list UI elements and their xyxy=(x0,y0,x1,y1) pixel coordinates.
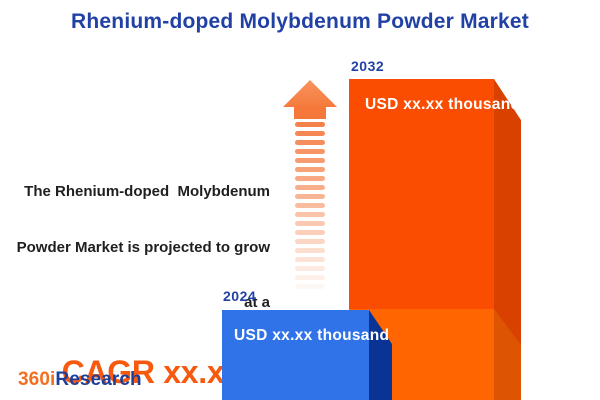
arrow-head xyxy=(283,80,337,107)
description-line-1: The Rhenium-doped Molybdenum xyxy=(24,183,270,200)
year-label-2024: 2024 xyxy=(223,288,257,304)
year-label-2032: 2032 xyxy=(351,58,385,74)
bar-2024-value-label: USD xx.xx thousand xyxy=(234,327,390,344)
bar-2024 xyxy=(222,310,369,400)
bar-2032-value-label: USD xx.xx thousand xyxy=(365,96,521,113)
logo-research: Research xyxy=(55,369,142,390)
bar-2032-side xyxy=(494,79,521,400)
page-title: Rhenium-doped Molybdenum Powder Market xyxy=(71,10,529,33)
arrow-stem xyxy=(294,106,326,119)
growth-arrow-dashes xyxy=(295,122,325,293)
brand-logo: 360iResearch xyxy=(18,369,142,391)
bar-2032-side-lower xyxy=(494,308,521,400)
description-line-3: at a xyxy=(244,294,270,311)
description-line-2: Powder Market is projected to grow xyxy=(16,238,270,256)
logo-360i: 360i xyxy=(18,369,56,390)
